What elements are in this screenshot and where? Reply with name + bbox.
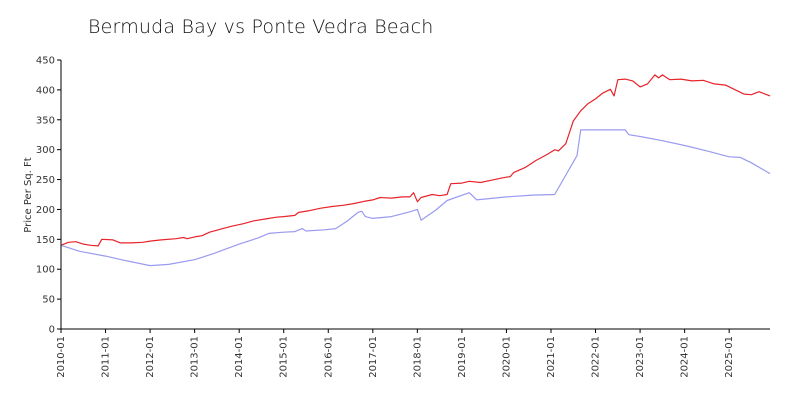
y-tick-label-5: 250 bbox=[36, 175, 55, 186]
x-tick-label-7: 2017-01 bbox=[368, 336, 379, 378]
series-layer bbox=[60, 74, 771, 267]
x-tick-label-13: 2023-01 bbox=[635, 336, 646, 378]
chart-title: Bermuda Bay vs Ponte Vedra Beach bbox=[88, 16, 434, 38]
y-tick-label-7: 350 bbox=[36, 115, 55, 126]
x-tick-label-3: 2013-01 bbox=[190, 336, 201, 378]
y-tick-label-8: 400 bbox=[36, 85, 55, 96]
x-tick-label-4: 2014-01 bbox=[234, 336, 245, 378]
x-tick-label-9: 2019-01 bbox=[457, 336, 468, 378]
x-tick-label-5: 2015-01 bbox=[279, 336, 290, 378]
x-tick-label-6: 2016-01 bbox=[323, 336, 334, 378]
y-tick-label-4: 200 bbox=[36, 205, 55, 216]
y-tick-label-6: 300 bbox=[36, 145, 55, 156]
x-tick-label-10: 2020-01 bbox=[501, 336, 512, 378]
x-tick-label-1: 2011-01 bbox=[101, 336, 112, 378]
x-tick-label-0: 2010-01 bbox=[56, 336, 67, 378]
series-line-0 bbox=[60, 74, 771, 247]
y-axis-label: Price Per Sq. Ft bbox=[23, 157, 34, 232]
x-tick-label-15: 2025-01 bbox=[724, 336, 735, 378]
y-tick-label-2: 100 bbox=[36, 265, 55, 276]
x-tick-label-14: 2024-01 bbox=[680, 336, 691, 378]
y-tick-label-3: 150 bbox=[36, 235, 55, 246]
x-tick-label-11: 2021-01 bbox=[546, 336, 557, 378]
y-tick-label-1: 50 bbox=[42, 295, 55, 306]
x-tick-label-12: 2022-01 bbox=[591, 336, 602, 378]
x-tick-label-2: 2012-01 bbox=[145, 336, 156, 378]
y-axis-ticks: 0 50 100 150 200 250 300 350 400 450 bbox=[36, 56, 61, 336]
x-tick-label-8: 2018-01 bbox=[412, 336, 423, 378]
y-tick-label-0: 0 bbox=[49, 325, 55, 336]
series-line-1 bbox=[60, 129, 771, 267]
y-tick-label-9: 450 bbox=[36, 56, 55, 67]
x-axis-ticks: 2010-01 2011-01 2012-01 2013-01 2014-01 2015-… bbox=[56, 329, 735, 378]
